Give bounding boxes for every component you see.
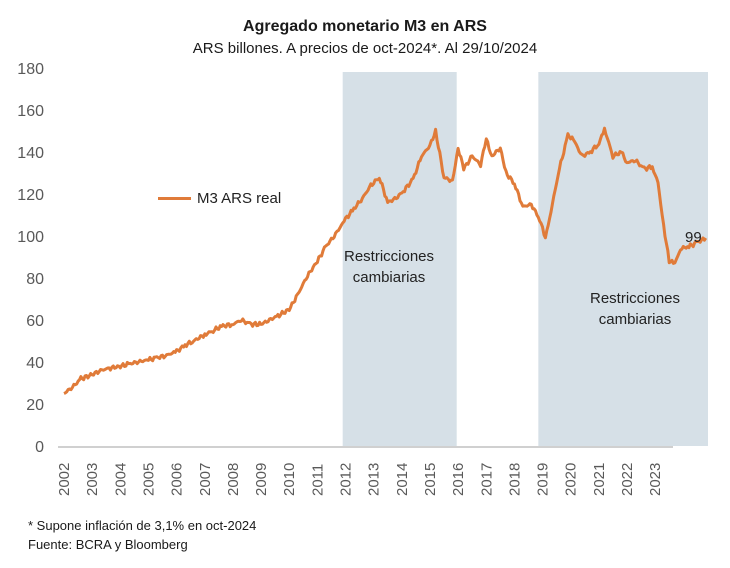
shaded-region-2 xyxy=(538,72,708,446)
y-tick-label: 0 xyxy=(35,439,44,456)
band-label-1-line2: cambiarias xyxy=(352,269,426,286)
end-value-label: 99 xyxy=(685,229,702,246)
y-tick-label: 120 xyxy=(17,187,44,204)
x-tick-label: 2016 xyxy=(450,463,467,496)
x-tick-label: 2021 xyxy=(591,463,608,496)
x-tick-label: 2011 xyxy=(309,464,326,496)
legend: M3 ARS real xyxy=(158,190,281,207)
chart-title: Agregado monetario M3 en ARS xyxy=(243,18,487,35)
footnote-source: Fuente: BCRA y Bloomberg xyxy=(28,537,188,552)
x-tick-label: 2018 xyxy=(506,463,523,496)
y-tick-label: 180 xyxy=(17,61,44,78)
y-tick-label: 40 xyxy=(26,355,44,372)
band-label-2-line2: cambiarias xyxy=(598,311,672,328)
legend-swatch xyxy=(158,197,191,200)
x-tick-label: 2010 xyxy=(281,463,298,496)
x-tick-label: 2008 xyxy=(225,463,242,496)
y-tick-label: 60 xyxy=(26,313,44,330)
chart-subtitle: ARS billones. A precios de oct-2024*. Al… xyxy=(192,40,538,57)
y-tick-label: 140 xyxy=(17,145,44,162)
x-tick-label: 2020 xyxy=(563,463,580,496)
x-tick-label: 2017 xyxy=(478,463,495,496)
series-line-m3-ars-real xyxy=(63,126,708,395)
x-tick-label: 2007 xyxy=(197,463,214,496)
band-label-1-line1: Restricciones xyxy=(343,248,435,265)
band-label-2-line1: Restricciones xyxy=(589,290,681,307)
x-tick-label: 2009 xyxy=(253,463,270,496)
series-lines xyxy=(63,126,708,395)
x-tick-label: 2022 xyxy=(619,463,636,496)
x-tick-label: 2005 xyxy=(140,463,157,496)
x-tick-label: 2019 xyxy=(535,463,552,496)
y-tick-label: 100 xyxy=(17,229,44,246)
y-axis-ticks: 0 20 40 60 80 100 120 140 160 180 xyxy=(17,61,44,456)
x-tick-label: 2006 xyxy=(169,463,186,496)
band-label-1: Restricciones cambiarias xyxy=(327,246,451,288)
y-tick-label: 80 xyxy=(26,271,44,288)
footnote-assumption: * Supone inflación de 3,1% en oct-2024 xyxy=(28,518,257,533)
band-label-2: Restricciones cambiarias xyxy=(560,288,710,330)
x-tick-label: 2004 xyxy=(112,463,129,496)
x-tick-label: 2015 xyxy=(422,463,439,496)
y-tick-label: 20 xyxy=(26,397,44,414)
x-tick-label: 2014 xyxy=(394,463,411,496)
x-tick-label: 2003 xyxy=(84,463,101,496)
x-tick-label: 2012 xyxy=(338,463,355,496)
x-axis-ticks: 2002 2003 2004 2005 2006 2007 2008 2009 2010 2011… xyxy=(56,463,664,496)
legend-label: M3 ARS real xyxy=(197,190,282,207)
y-tick-label: 160 xyxy=(17,103,44,120)
x-tick-label: 2023 xyxy=(647,463,664,496)
x-tick-label: 2013 xyxy=(366,463,383,496)
x-tick-label: 2002 xyxy=(56,463,73,496)
